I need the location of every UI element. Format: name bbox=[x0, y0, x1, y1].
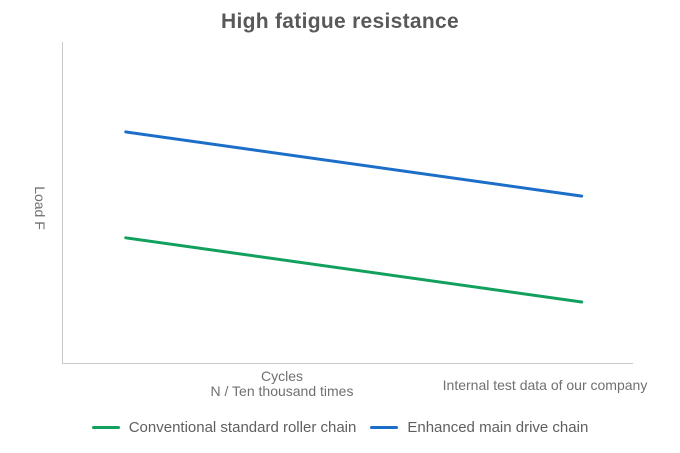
x-axis-label: Cycles N / Ten thousand times bbox=[210, 368, 354, 399]
legend-label-conventional: Conventional standard roller chain bbox=[128, 419, 357, 436]
plot-area bbox=[62, 42, 633, 364]
line-series-svg bbox=[124, 130, 584, 304]
legend-label-enhanced: Enhanced main drive chain bbox=[407, 419, 589, 436]
legend-item-conventional[interactable]: Conventional standard roller chain bbox=[91, 419, 357, 436]
annotation-text: Internal test data of our company bbox=[442, 377, 648, 393]
legend-item-enhanced[interactable]: Enhanced main drive chain bbox=[370, 419, 588, 436]
legend-swatch-blue-line-icon bbox=[370, 426, 399, 429]
series-line-0 bbox=[124, 236, 584, 304]
chart-title: High fatigue resistance bbox=[221, 10, 459, 33]
legend: Conventional standard roller chain Enhan… bbox=[0, 419, 680, 436]
legend-swatch-green-line-icon bbox=[91, 426, 120, 429]
series-line-1 bbox=[124, 130, 584, 198]
y-axis-label: Load F bbox=[32, 186, 48, 230]
